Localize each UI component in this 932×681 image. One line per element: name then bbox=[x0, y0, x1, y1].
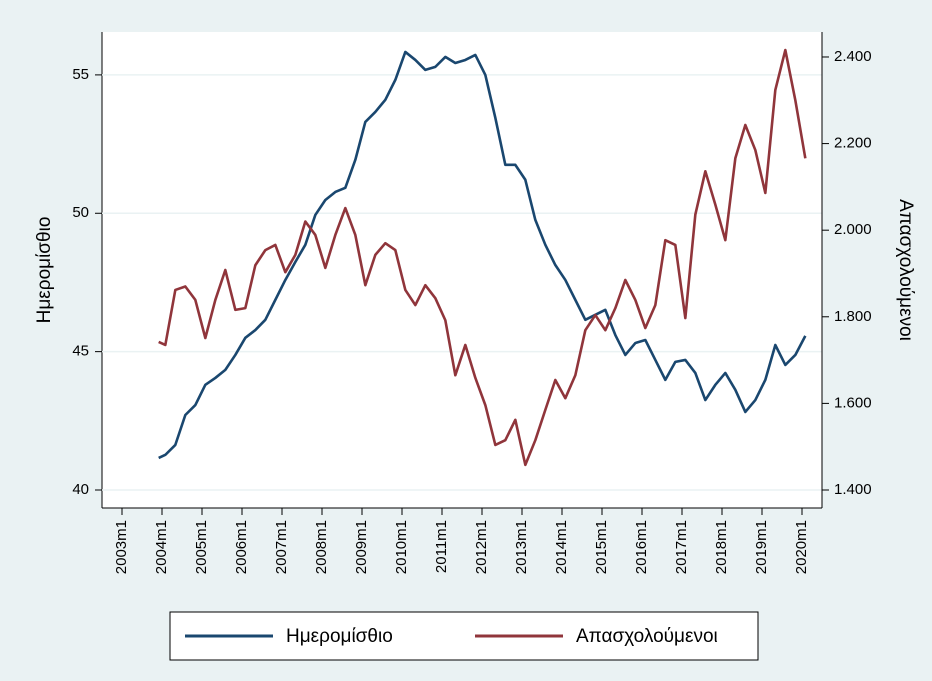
y2-tick-label: 1.400 bbox=[834, 481, 872, 498]
x-tick-label: 2020m1 bbox=[793, 520, 810, 574]
x-tick-label: 2007m1 bbox=[273, 520, 290, 574]
legend-label: Ημερομίσθιο bbox=[286, 626, 393, 647]
x-tick-label: 2011m1 bbox=[433, 520, 450, 573]
x-tick-label: 2014m1 bbox=[553, 520, 570, 574]
y2-tick-label: 2.200 bbox=[834, 135, 872, 152]
x-tick-label: 2015m1 bbox=[593, 520, 610, 574]
x-tick-label: 2003m1 bbox=[113, 520, 130, 574]
x-tick-label: 2013m1 bbox=[513, 520, 530, 574]
x-tick-label: 2018m1 bbox=[713, 520, 730, 574]
y-tick-label: 40 bbox=[72, 481, 89, 498]
series-line bbox=[158, 50, 807, 460]
y-axis-title: Ημερομίσθιο bbox=[34, 217, 55, 324]
x-tick-label: 2019m1 bbox=[753, 520, 770, 574]
y2-tick-label: 1.600 bbox=[834, 394, 872, 411]
y-tick-label: 55 bbox=[72, 66, 89, 83]
y-tick-label: 50 bbox=[72, 204, 89, 221]
y2-tick-label: 2.400 bbox=[834, 48, 872, 65]
x-tick-label: 2012m1 bbox=[473, 520, 490, 574]
plot-area bbox=[102, 32, 822, 508]
x-tick-label: 2004m1 bbox=[153, 520, 170, 574]
legend-label: Απασχολούμενοι bbox=[576, 626, 718, 647]
x-tick-label: 2010m1 bbox=[393, 520, 410, 574]
series-line bbox=[158, 48, 807, 467]
y2-tick-label: 1.800 bbox=[834, 308, 872, 325]
y2-tick-label: 2.000 bbox=[834, 221, 872, 238]
x-tick-label: 2005m1 bbox=[193, 520, 210, 574]
x-tick-label: 2016m1 bbox=[633, 520, 650, 574]
x-tick-label: 2017m1 bbox=[673, 520, 690, 574]
x-tick-label: 2008m1 bbox=[313, 520, 330, 574]
y-tick-label: 45 bbox=[72, 343, 89, 360]
x-tick-label: 2006m1 bbox=[233, 520, 250, 574]
y2-axis-title: Απασχολούμενοι bbox=[895, 199, 916, 341]
x-tick-label: 2009m1 bbox=[353, 520, 370, 574]
